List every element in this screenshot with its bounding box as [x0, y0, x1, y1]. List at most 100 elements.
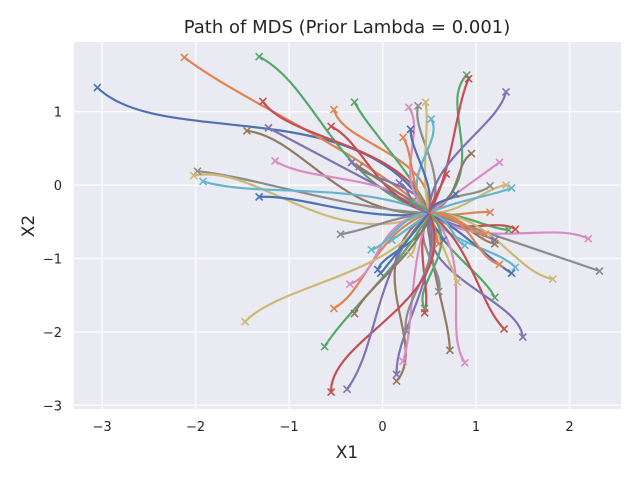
endpoint-x-marker [180, 53, 189, 62]
mds-path-line [192, 173, 431, 226]
endpoint-x-marker [490, 239, 499, 248]
endpoint-x-marker [350, 309, 359, 318]
endpoint-x-marker [500, 324, 509, 334]
y-axis-label: X2 [19, 215, 39, 237]
mds-path-line [267, 126, 431, 215]
endpoint-x-marker [548, 275, 557, 284]
mds-path-line [428, 211, 487, 236]
mds-path-line [428, 173, 448, 215]
x-tick-label: −1 [279, 420, 298, 435]
mds-path-line [201, 180, 431, 215]
endpoint-x-marker [198, 177, 208, 186]
endpoint-x-marker [490, 293, 499, 302]
endpoint-x-marker [270, 156, 280, 165]
endpoint-x-marker [255, 52, 264, 61]
y-tick-label: −3 [43, 399, 62, 414]
endpoint-x-marker [453, 277, 462, 287]
endpoint-x-marker [501, 181, 511, 190]
mds-path-line [421, 211, 443, 310]
x-tick-label: 0 [378, 420, 386, 435]
mds-path-line [96, 86, 431, 215]
endpoint-x-marker [584, 234, 593, 243]
endpoint-x-marker [507, 184, 516, 193]
endpoint-x-marker [595, 266, 604, 276]
endpoint-x-marker [408, 197, 417, 206]
endpoint-x-marker [355, 162, 364, 171]
mds-path-line [428, 211, 601, 273]
mds-path-line [332, 108, 431, 215]
endpoint-x-marker [451, 189, 460, 199]
plot-background [74, 42, 621, 409]
mds-path-line [428, 186, 513, 215]
x-tick-labels: −3 −2 −1 0 1 2 [92, 420, 573, 435]
endpoint-x-marker [406, 250, 415, 259]
endpoint-x-marker [347, 158, 356, 167]
endpoint-x-marker [495, 158, 504, 167]
endpoint-markers [93, 52, 604, 397]
mds-path-line [428, 211, 513, 275]
endpoint-x-marker [395, 178, 404, 187]
mds-path-line [330, 211, 436, 394]
mds-path-line [428, 161, 501, 215]
endpoint-x-marker [414, 101, 423, 110]
endpoint-x-marker [420, 308, 429, 317]
x-tick-label: 1 [472, 420, 480, 435]
endpoint-x-marker [406, 125, 415, 134]
endpoint-x-marker [442, 170, 451, 179]
endpoint-x-marker [511, 263, 520, 272]
endpoint-x-marker [518, 333, 527, 342]
mds-path-line [353, 211, 431, 315]
endpoint-x-marker [350, 98, 359, 107]
endpoint-x-marker [486, 181, 495, 190]
mds-path-line [428, 90, 508, 215]
y-tick-label: −2 [43, 326, 62, 341]
mds-paths [96, 55, 601, 394]
y-tick-labels: −3 −2 −1 0 1 [43, 106, 62, 415]
endpoint-x-marker [327, 388, 336, 397]
y-tick-label: 0 [54, 179, 62, 194]
x-tick-label: −2 [186, 420, 205, 435]
endpoint-x-marker [486, 208, 495, 217]
mds-path-line [393, 211, 431, 383]
mds-path-line [428, 211, 466, 364]
endpoint-x-marker [242, 126, 252, 135]
endpoint-x-marker [189, 171, 198, 180]
x-tick-label: 2 [565, 420, 573, 435]
endpoint-x-marker [421, 98, 430, 107]
mds-path-line [428, 211, 506, 331]
mds-path-line [428, 211, 501, 266]
endpoint-x-marker [511, 225, 520, 234]
endpoint-x-marker [329, 304, 339, 313]
mds-path-line [427, 211, 451, 352]
endpoint-x-marker [345, 280, 354, 289]
endpoint-x-marker [327, 122, 336, 131]
endpoint-x-marker [255, 192, 264, 201]
endpoint-x-marker [434, 287, 443, 296]
mds-path-line [379, 211, 431, 275]
endpoint-x-marker [467, 149, 476, 158]
mds-path-line [376, 211, 431, 271]
endpoint-x-marker [460, 241, 469, 250]
mds-path-line [258, 55, 431, 215]
endpoint-x-marker [481, 230, 490, 239]
endpoint-x-marker [329, 105, 339, 114]
mds-path-line [353, 101, 431, 215]
mds-path-line [428, 77, 470, 215]
endpoint-x-marker [367, 245, 376, 254]
mds-path-line [258, 195, 431, 217]
endpoint-x-marker [401, 326, 411, 335]
endpoint-x-marker [399, 357, 408, 366]
endpoint-x-marker [504, 225, 513, 234]
endpoint-x-marker [241, 317, 250, 326]
mds-path-line [370, 211, 431, 251]
x-axis-label: X1 [336, 443, 358, 463]
endpoint-x-marker [434, 239, 443, 248]
endpoint-x-marker [460, 358, 469, 367]
endpoint-x-marker [336, 230, 345, 239]
mds-path-line [330, 125, 431, 215]
endpoint-x-marker [445, 346, 454, 355]
mds-path-line [402, 136, 431, 215]
endpoint-x-marker [387, 236, 396, 245]
endpoint-x-marker [464, 74, 473, 83]
